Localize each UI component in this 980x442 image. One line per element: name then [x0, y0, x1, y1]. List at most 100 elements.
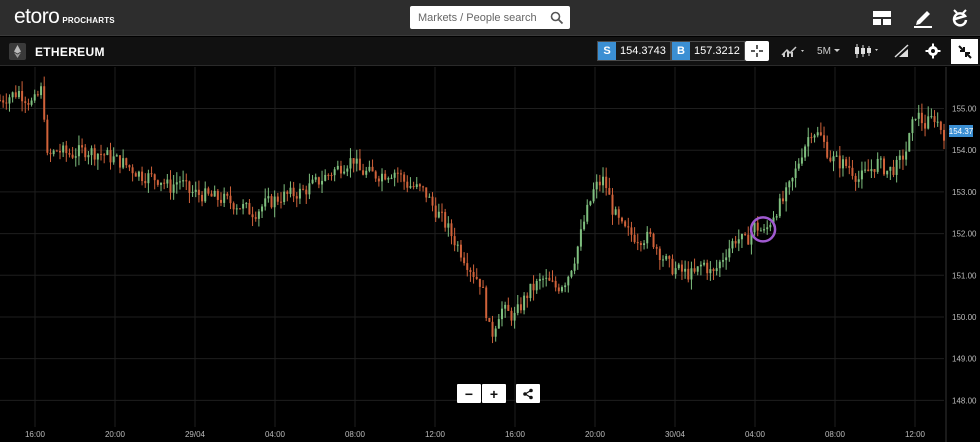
price-chart[interactable]: 155.00 154.00 153.00 152.00 151.00 150.00 149.… [0, 67, 980, 442]
settings-button[interactable] [922, 41, 944, 61]
crosshair-button[interactable] [745, 41, 769, 61]
candle-body [898, 155, 901, 160]
candle-body [876, 158, 879, 172]
candle-body [229, 195, 232, 204]
candle-body [125, 158, 128, 166]
candle-body [734, 241, 737, 244]
candle-body [813, 135, 816, 138]
candle-body [712, 269, 715, 272]
candle-body [655, 247, 658, 249]
candle-body [775, 216, 778, 218]
logo-subtitle: PROCHARTS [62, 16, 115, 25]
candle-body [879, 158, 882, 160]
candle-body [867, 169, 870, 172]
timeframe-select[interactable]: 5M [816, 41, 842, 61]
collapse-icon [957, 44, 972, 59]
candle-body [759, 230, 762, 232]
x-tick-label: 29/04 [185, 430, 206, 439]
candle-body [873, 169, 876, 172]
candle-body [519, 304, 522, 311]
etoro-e-icon[interactable] [948, 6, 972, 30]
candle-body [453, 236, 456, 246]
candle-body [560, 287, 563, 292]
candle-body [737, 239, 740, 244]
candle-body [118, 155, 121, 168]
buy-price-box[interactable]: B 157.3212 [671, 41, 745, 61]
candle-body [639, 243, 642, 245]
layout-icon[interactable] [870, 6, 894, 30]
candle-body [602, 176, 605, 186]
candle-body [264, 198, 267, 207]
candle-body [583, 221, 586, 230]
candle-body [649, 231, 652, 234]
candle-body [245, 203, 248, 205]
indicators-button[interactable] [780, 41, 808, 61]
candle-body [58, 150, 61, 153]
candle-body [494, 328, 497, 337]
candle-body [804, 146, 807, 158]
collapse-button[interactable] [951, 39, 978, 64]
x-tick-label: 20:00 [105, 430, 126, 439]
candle-body [273, 196, 276, 208]
candle-body [371, 166, 374, 172]
sell-price: 154.3743 [616, 42, 670, 60]
candle-body [668, 256, 671, 259]
candle-body [216, 190, 219, 200]
candle-body [523, 295, 526, 311]
candle-body [418, 184, 421, 187]
candle-body [633, 234, 636, 243]
etoro-logo[interactable]: etoro PROCHARTS [14, 5, 115, 31]
candle-body [920, 112, 923, 124]
candle-body [576, 246, 579, 264]
candle-body [466, 263, 469, 270]
candle-body [134, 173, 137, 177]
candle-body [589, 201, 592, 205]
sell-price-box[interactable]: S 154.3743 [597, 41, 671, 61]
candle-body [740, 233, 743, 240]
pencil-icon[interactable] [911, 6, 935, 30]
gear-icon [925, 43, 941, 59]
candle-body [74, 156, 77, 158]
instrument-name: ETHEREUM [35, 45, 105, 59]
x-tick-label: 16:00 [25, 430, 46, 439]
candle-body [213, 190, 216, 197]
candle-body [178, 181, 181, 183]
instrument-bar: ETHEREUM S 154.3743 B 157.3212 5M [0, 37, 980, 66]
candle-body [624, 221, 627, 227]
candle-body [895, 159, 898, 175]
candle-body [210, 193, 213, 197]
candle-body [311, 179, 314, 184]
candle-body [718, 261, 721, 269]
candle-body [286, 191, 289, 194]
candle-body [551, 280, 554, 282]
candle-body [226, 193, 229, 196]
search-box[interactable] [410, 6, 570, 29]
candle-body [516, 304, 519, 313]
candle-body [816, 132, 819, 136]
candle-body [605, 176, 608, 189]
candle-body [141, 171, 144, 182]
candle-body [298, 188, 301, 199]
y-tick-label: 149.00 [952, 355, 977, 364]
candle-body [115, 155, 118, 157]
zoom-out-button[interactable]: − [457, 384, 481, 403]
candle-body [930, 116, 933, 118]
drawing-tools-button[interactable] [891, 41, 913, 61]
share-button[interactable] [516, 384, 540, 403]
search-icon[interactable] [550, 11, 564, 25]
candle-body [207, 188, 210, 194]
candle-body [406, 181, 409, 188]
candle-body [403, 174, 406, 182]
candle-body [630, 227, 633, 235]
zoom-in-button[interactable]: + [482, 384, 506, 403]
candle-body [33, 94, 36, 101]
candle-body [658, 248, 661, 260]
candle-body [542, 278, 545, 280]
logo-text: etoro [14, 5, 60, 28]
candle-body [709, 269, 712, 274]
search-input[interactable] [410, 6, 546, 29]
candle-body [744, 233, 747, 235]
candle-body [482, 286, 485, 288]
chart-type-button[interactable] [852, 41, 882, 61]
candle-body [450, 223, 453, 237]
